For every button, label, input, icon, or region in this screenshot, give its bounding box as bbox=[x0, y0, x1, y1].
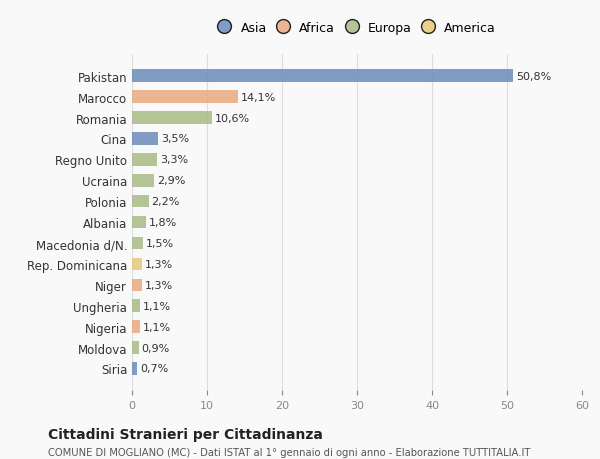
Bar bbox=[132, 216, 146, 229]
Text: 0,9%: 0,9% bbox=[142, 343, 170, 353]
Bar bbox=[132, 279, 142, 291]
Text: 50,8%: 50,8% bbox=[516, 72, 551, 82]
Text: 10,6%: 10,6% bbox=[215, 113, 250, 123]
Text: 2,9%: 2,9% bbox=[157, 176, 185, 186]
Bar bbox=[132, 174, 154, 187]
Bar bbox=[132, 112, 212, 124]
Bar bbox=[132, 363, 137, 375]
Bar bbox=[132, 154, 157, 166]
Text: 3,5%: 3,5% bbox=[161, 134, 190, 144]
Text: 0,7%: 0,7% bbox=[140, 364, 169, 374]
Text: 14,1%: 14,1% bbox=[241, 92, 276, 102]
Text: Cittadini Stranieri per Cittadinanza: Cittadini Stranieri per Cittadinanza bbox=[48, 427, 323, 441]
Bar bbox=[132, 70, 513, 83]
Text: 1,1%: 1,1% bbox=[143, 322, 172, 332]
Bar bbox=[132, 91, 238, 104]
Bar bbox=[132, 341, 139, 354]
Text: 1,3%: 1,3% bbox=[145, 280, 173, 290]
Bar bbox=[132, 133, 158, 146]
Bar bbox=[132, 300, 140, 312]
Text: 1,3%: 1,3% bbox=[145, 259, 173, 269]
Text: 1,1%: 1,1% bbox=[143, 301, 172, 311]
Text: 2,2%: 2,2% bbox=[151, 197, 180, 207]
Text: COMUNE DI MOGLIANO (MC) - Dati ISTAT al 1° gennaio di ogni anno - Elaborazione T: COMUNE DI MOGLIANO (MC) - Dati ISTAT al … bbox=[48, 448, 530, 458]
Legend: Asia, Africa, Europa, America: Asia, Africa, Europa, America bbox=[214, 18, 500, 38]
Bar bbox=[132, 321, 140, 333]
Bar bbox=[132, 258, 142, 271]
Text: 1,5%: 1,5% bbox=[146, 239, 175, 248]
Text: 3,3%: 3,3% bbox=[160, 155, 188, 165]
Text: 1,8%: 1,8% bbox=[149, 218, 177, 228]
Bar bbox=[132, 237, 143, 250]
Bar bbox=[132, 196, 149, 208]
